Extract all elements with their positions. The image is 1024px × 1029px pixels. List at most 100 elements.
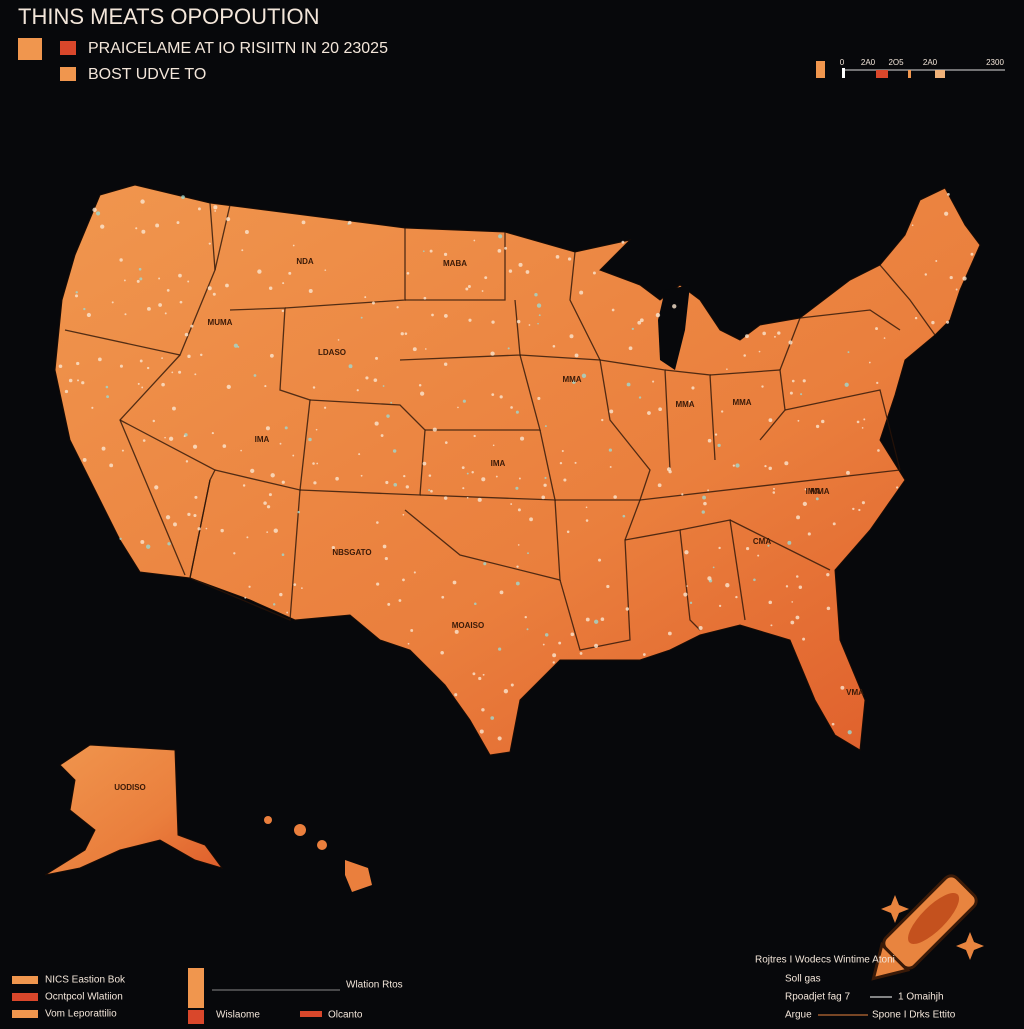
dot <box>534 293 538 297</box>
dot <box>847 730 852 735</box>
dot <box>504 246 508 250</box>
dot <box>797 419 800 422</box>
dot <box>312 462 315 465</box>
title: THINS MEATS OPOPOUTION <box>18 4 320 29</box>
dot <box>883 337 886 339</box>
legend-text: PRAICELAME AT IO RISIITN IN 20 23025 <box>88 40 388 57</box>
dot <box>515 486 519 490</box>
dot <box>608 448 613 452</box>
dot <box>105 385 109 389</box>
dot <box>852 507 855 511</box>
alaska <box>44 744 224 876</box>
dot <box>579 290 584 295</box>
dot <box>574 353 579 358</box>
dot <box>774 335 776 338</box>
dot <box>606 584 610 589</box>
dot <box>517 544 520 546</box>
dot <box>622 514 626 518</box>
dot <box>220 528 224 533</box>
dot <box>154 485 159 490</box>
state-label: IMA <box>255 435 270 444</box>
dot <box>270 473 275 478</box>
dot <box>768 600 773 605</box>
dot <box>499 590 504 595</box>
dot <box>471 471 474 474</box>
dot <box>831 722 835 726</box>
dot <box>773 487 775 490</box>
dot <box>205 527 208 530</box>
dot <box>373 378 378 382</box>
dot <box>410 628 414 632</box>
dot <box>380 434 384 437</box>
dot <box>390 401 393 404</box>
dot <box>559 461 563 465</box>
dot <box>585 519 589 522</box>
dot <box>68 378 73 383</box>
dot <box>360 316 363 319</box>
note: Rpoadjet fag 7 <box>785 992 850 1003</box>
legend-swatch <box>188 968 204 1008</box>
dot <box>375 356 379 360</box>
dot <box>628 346 633 351</box>
dot <box>492 444 495 447</box>
dot <box>360 474 363 477</box>
dot <box>707 576 712 581</box>
dot <box>286 611 289 614</box>
note: Argue <box>785 1010 812 1021</box>
dot <box>155 223 160 228</box>
dot <box>316 462 319 465</box>
dot <box>432 427 437 432</box>
dot <box>570 632 575 637</box>
dot <box>106 395 110 399</box>
dot <box>768 418 773 423</box>
dot <box>515 410 519 414</box>
dot <box>292 244 295 247</box>
dot <box>770 624 773 627</box>
dot <box>292 454 295 457</box>
dot <box>790 620 795 625</box>
dot <box>787 540 792 545</box>
dot <box>308 437 312 442</box>
dot <box>226 384 231 390</box>
dot <box>757 554 760 557</box>
dot <box>717 443 721 448</box>
dot <box>404 332 408 335</box>
dot <box>637 320 642 325</box>
dot <box>491 393 495 396</box>
dot <box>376 521 379 524</box>
dot <box>552 344 556 348</box>
sparkle <box>881 895 909 923</box>
dot <box>403 474 406 478</box>
state-label: MMA <box>732 398 751 407</box>
dot <box>466 496 469 499</box>
dot <box>308 289 313 293</box>
dot <box>795 575 799 578</box>
dot <box>863 418 866 421</box>
dot <box>348 220 352 225</box>
dot <box>732 464 735 467</box>
dot <box>826 572 830 577</box>
dot <box>655 312 661 318</box>
dot <box>443 314 448 318</box>
dot <box>76 361 80 366</box>
dot <box>100 224 105 229</box>
dot <box>385 480 389 485</box>
dot <box>109 463 114 468</box>
dot <box>431 313 434 317</box>
dot <box>468 318 472 322</box>
dot <box>266 531 269 533</box>
dot <box>263 501 267 505</box>
dot <box>481 708 485 712</box>
dot <box>246 536 249 539</box>
dot <box>400 332 404 336</box>
dot <box>474 602 477 606</box>
dot <box>497 249 502 253</box>
dot <box>483 562 487 566</box>
dot <box>832 522 836 526</box>
dot <box>240 449 242 452</box>
dot <box>161 382 165 387</box>
sparkle <box>956 932 984 960</box>
scale-label: 2300 <box>986 58 1004 67</box>
dot <box>490 351 495 356</box>
dot <box>406 271 410 275</box>
